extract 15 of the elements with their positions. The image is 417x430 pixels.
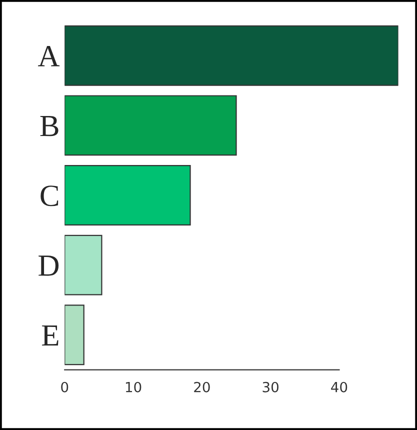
bar: [64, 25, 398, 86]
x-tick-label: 30: [262, 382, 278, 392]
x-tick-label: 40: [331, 382, 348, 392]
x-tick-label: 0: [61, 382, 68, 392]
y-tick-label: C: [40, 186, 58, 206]
bar: [64, 95, 237, 156]
y-tick-label: E: [42, 325, 58, 346]
y-tick-label: A: [38, 46, 60, 66]
bar: [64, 165, 191, 226]
y-tick-label: D: [38, 256, 59, 276]
x-tick-label: 10: [126, 382, 142, 392]
bar: [64, 234, 102, 296]
bar: [64, 304, 84, 366]
x-tick-label: 20: [194, 382, 210, 392]
y-tick-label: B: [40, 116, 58, 136]
